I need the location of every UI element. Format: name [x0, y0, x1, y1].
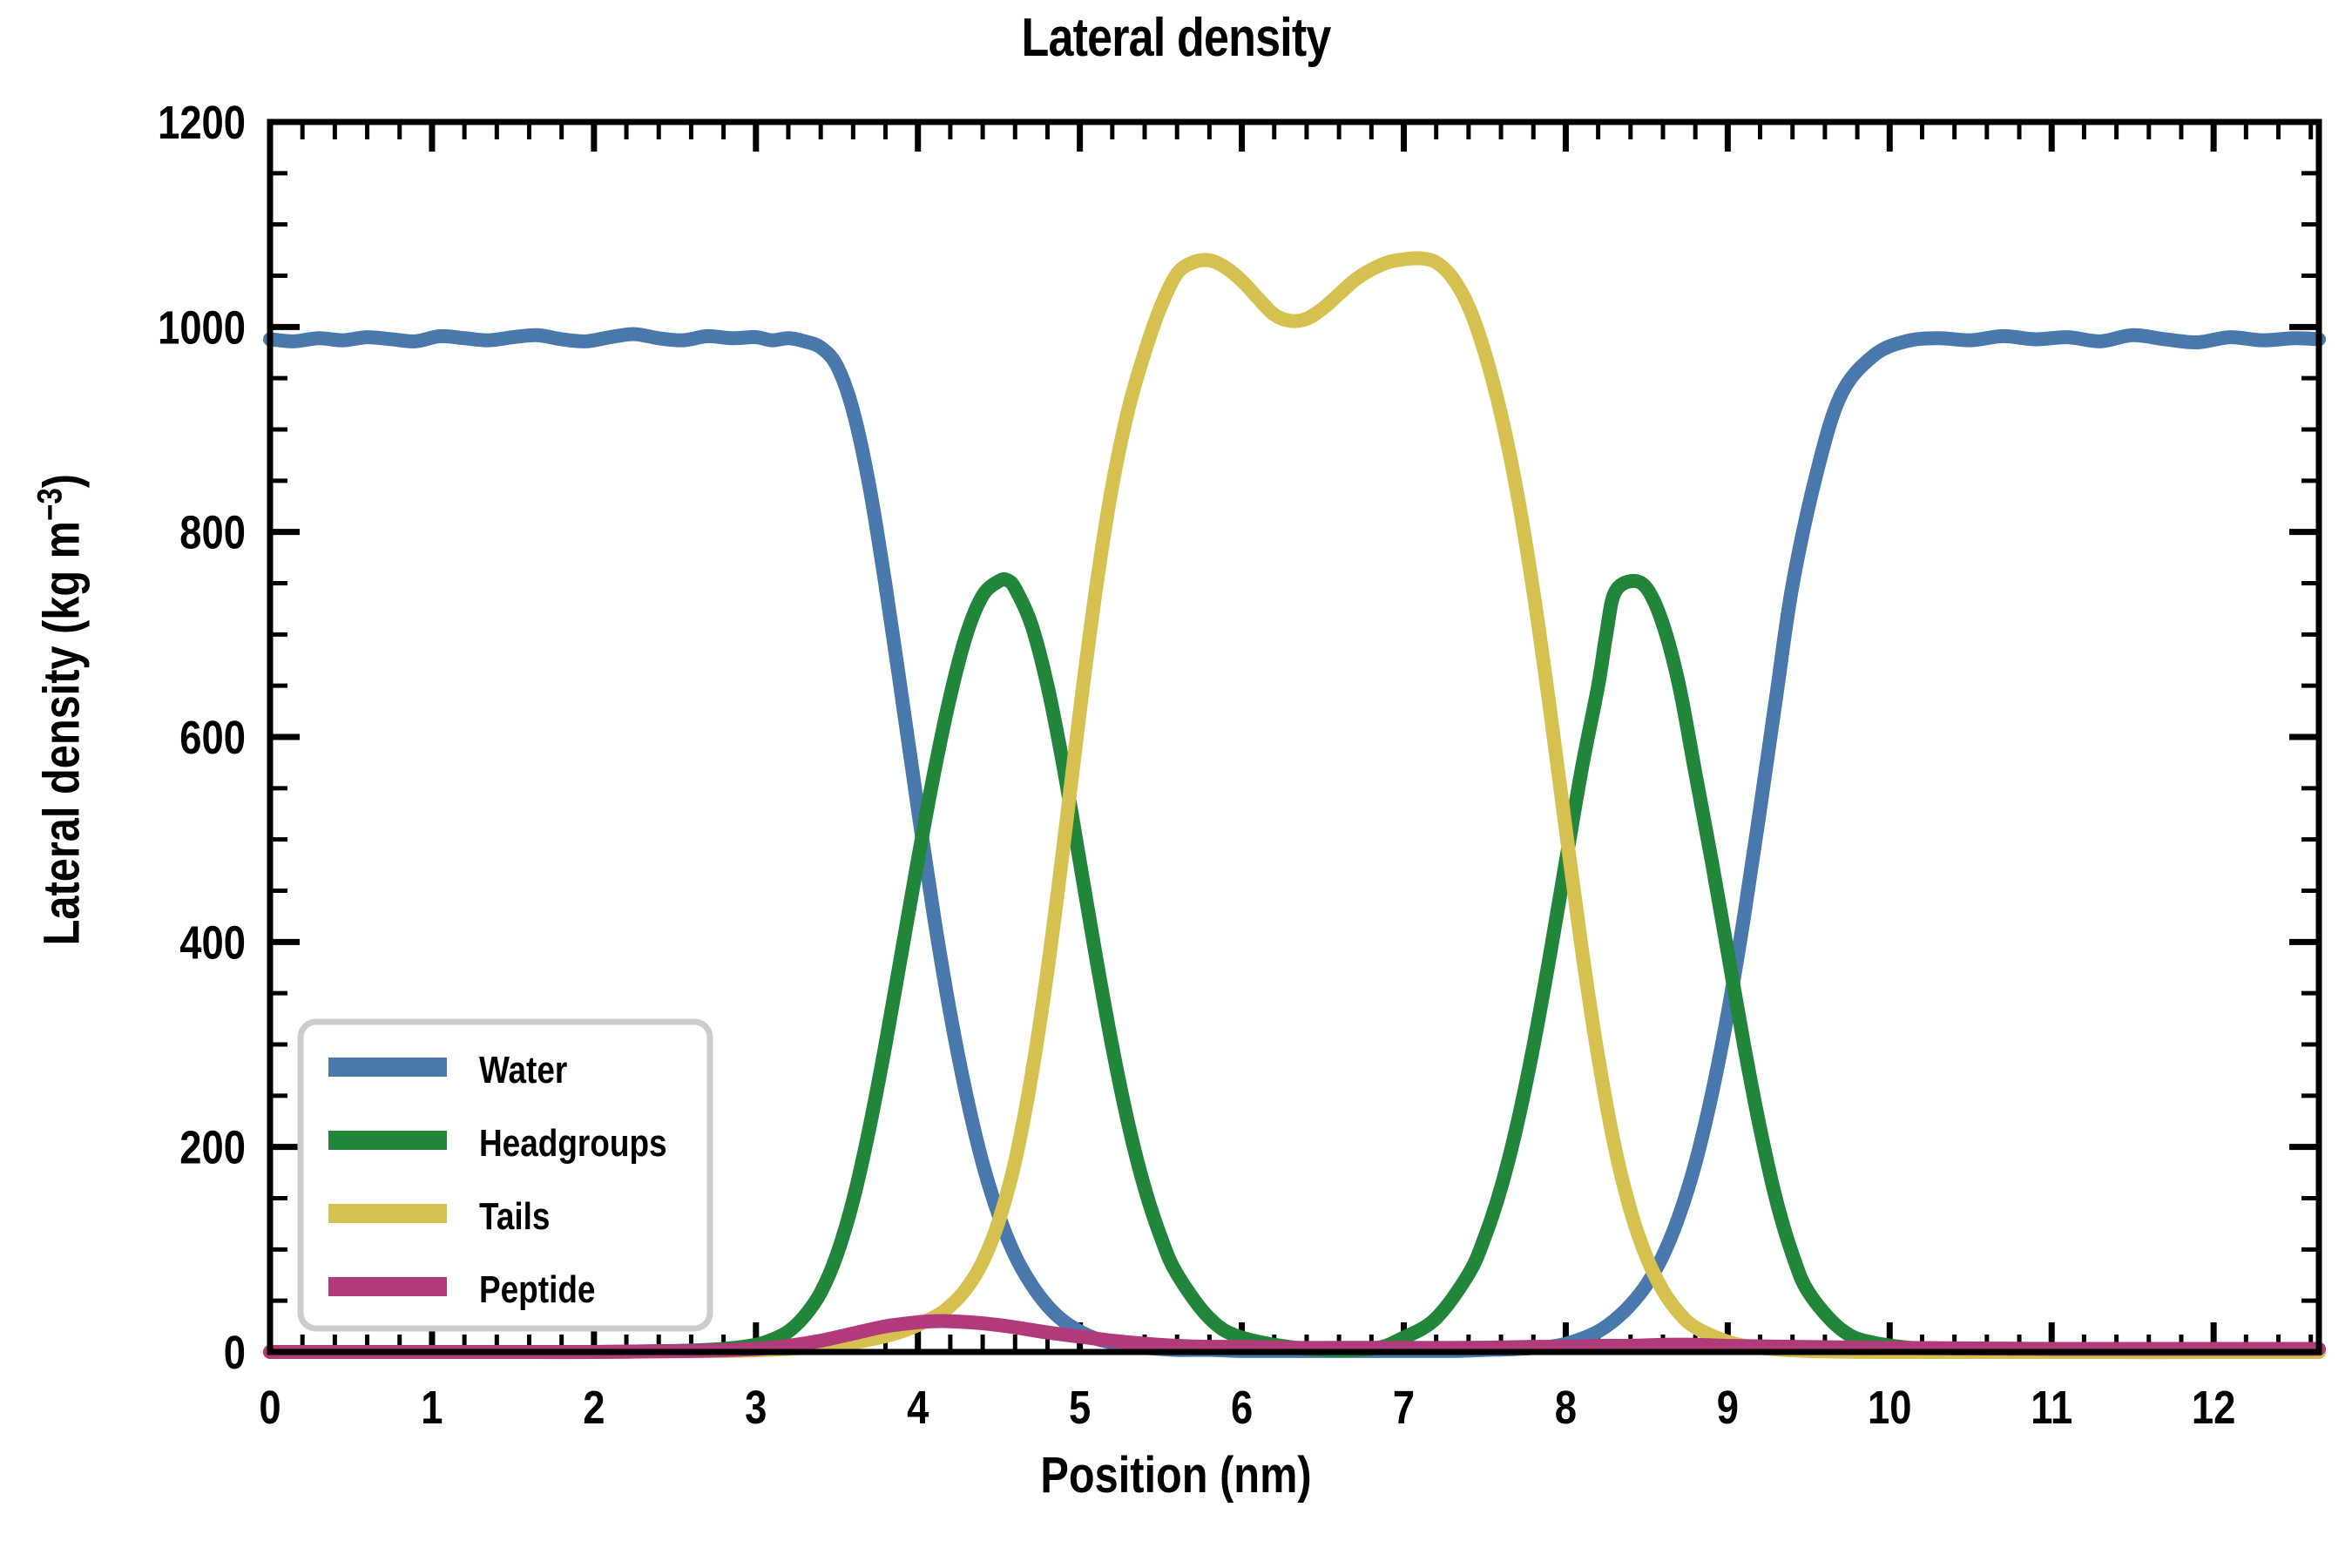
y-tick-label: 800 [179, 506, 246, 559]
x-tick-label: 12 [2192, 1381, 2235, 1434]
x-tick-label: 8 [1555, 1381, 1577, 1434]
series-line-tails [263, 251, 2326, 1360]
y-tick-label: 1200 [158, 96, 246, 149]
x-tick-label: 4 [907, 1381, 929, 1434]
chart-title: Lateral density [1021, 8, 1331, 68]
series-line-headgroups [263, 571, 2326, 1360]
legend[interactable]: Water Headgroups Tails Peptide [297, 1018, 713, 1332]
y-tick-label: 200 [179, 1121, 246, 1174]
y-tick-label: 0 [224, 1326, 246, 1379]
series-group [263, 251, 2326, 1360]
legend-label-headgroups: Headgroups [479, 1121, 667, 1165]
x-tick-label: 1 [421, 1381, 443, 1434]
x-tick-label: 6 [1231, 1381, 1253, 1434]
plot-frame [267, 118, 2322, 1355]
x-tick-label: 2 [583, 1381, 605, 1434]
x-tick-label: 5 [1069, 1381, 1091, 1434]
y-tick-label: 400 [179, 916, 246, 970]
x-axis-label: Position (nm) [1040, 1447, 1312, 1504]
x-tick-label: 7 [1393, 1381, 1415, 1434]
series-line-peptide [263, 1314, 2326, 1360]
legend-label-water: Water [479, 1048, 567, 1092]
y-tick-label: 600 [179, 711, 246, 764]
x-tick-labels-group: 0 1 2 3 4 5 6 7 8 9 10 11 12 [259, 1381, 2235, 1434]
x-tick-label: 10 [1868, 1381, 1911, 1434]
y-tick-labels-group: 0 200 400 600 800 1000 1200 [158, 96, 246, 1379]
legend-label-tails: Tails [479, 1194, 550, 1238]
legend-label-peptide: Peptide [479, 1267, 595, 1311]
x-tick-label: 0 [259, 1381, 280, 1434]
y-tick-label: 1000 [158, 301, 246, 355]
x-tick-label: 3 [745, 1381, 767, 1434]
legend-box [297, 1018, 713, 1332]
x-tick-label: 9 [1717, 1381, 1739, 1434]
x-tick-label: 11 [2031, 1381, 2072, 1434]
